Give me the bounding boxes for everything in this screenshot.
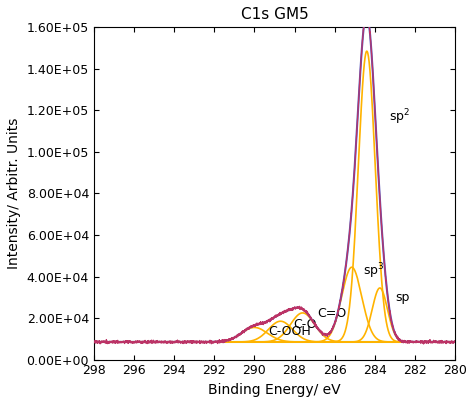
Text: C=O: C=O bbox=[318, 307, 347, 320]
Title: C1s GM5: C1s GM5 bbox=[241, 7, 309, 22]
Text: sp: sp bbox=[395, 290, 409, 303]
X-axis label: Binding Energy/ eV: Binding Energy/ eV bbox=[208, 383, 341, 397]
Y-axis label: Intensity/ Arbitr. Units: Intensity/ Arbitr. Units bbox=[7, 118, 21, 269]
Text: C-O: C-O bbox=[293, 318, 317, 330]
Text: sp$^2$: sp$^2$ bbox=[389, 107, 410, 127]
Text: sp$^3$: sp$^3$ bbox=[363, 261, 384, 281]
Text: C-OOH: C-OOH bbox=[268, 325, 311, 338]
